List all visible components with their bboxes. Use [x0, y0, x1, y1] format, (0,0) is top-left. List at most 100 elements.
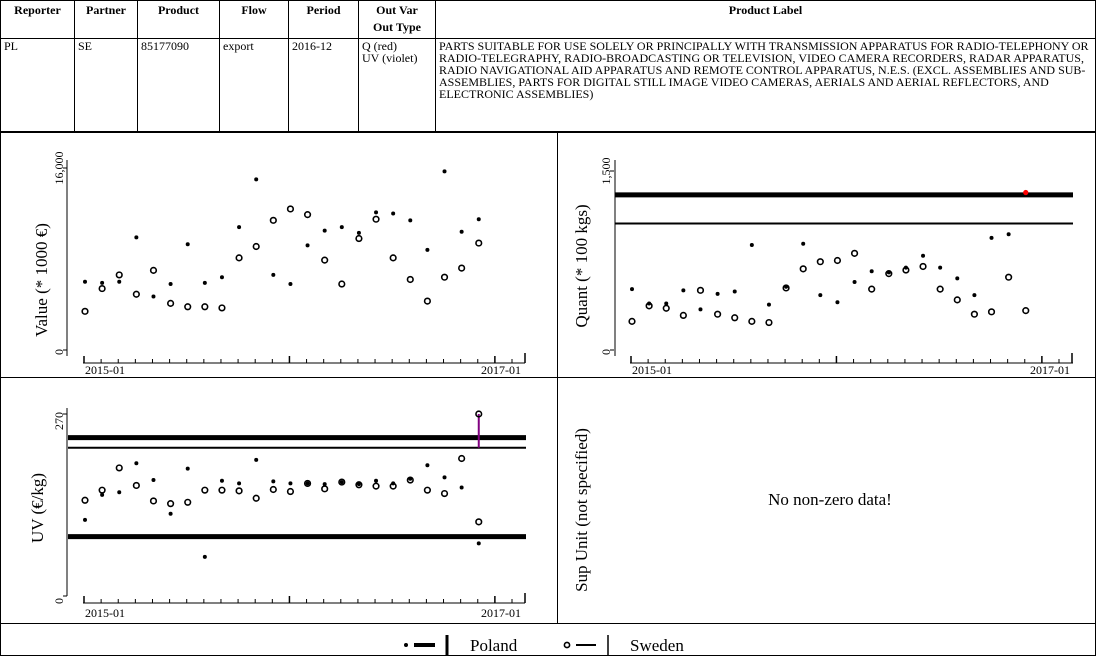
data-point-poland	[374, 478, 379, 483]
quant-x-ticks	[610, 170, 1073, 363]
data-point-poland	[134, 235, 139, 240]
data-point-sweden	[218, 486, 226, 494]
data-point-sweden	[458, 264, 466, 272]
value-x-tick-label-end: 2017-01	[481, 363, 521, 377]
data-point-poland	[237, 225, 242, 230]
data-point-poland	[869, 269, 874, 274]
data-point-poland	[83, 517, 87, 522]
data-point-sweden	[321, 485, 329, 493]
data-point-sweden	[235, 254, 243, 262]
data-point-poland	[630, 287, 634, 292]
data-point-sweden	[662, 304, 670, 312]
legend: Poland Sweden	[404, 635, 684, 655]
data-point-poland	[852, 279, 857, 284]
data-point-poland	[271, 272, 276, 277]
data-point-sweden	[953, 296, 961, 304]
data-point-sweden	[149, 266, 158, 274]
value-x-tick-label-start: 2015-01	[85, 363, 125, 377]
data-point-sweden	[252, 242, 260, 251]
data-point-sweden	[440, 489, 449, 498]
data-point-poland	[322, 482, 327, 487]
data-point-poland	[425, 247, 430, 252]
data-row: PL SE 85177090 export 2016-12 Q (red) UV …	[0, 38, 1096, 133]
data-point-poland	[339, 480, 344, 485]
data-point-sweden	[235, 487, 243, 495]
data-point-poland	[219, 275, 224, 280]
data-point-poland	[921, 253, 926, 258]
value-y-tick-label-0: 0	[52, 349, 66, 355]
data-point-poland	[356, 482, 361, 487]
data-point-sweden	[303, 479, 312, 488]
header-table: Reporter Partner Product Flow Period Out…	[0, 0, 1096, 133]
col-period: Period	[288, 0, 359, 39]
data-point-sweden	[303, 211, 312, 219]
data-point-sweden	[440, 273, 449, 281]
data-point-sweden	[201, 486, 209, 494]
data-point-poland	[1006, 232, 1011, 237]
data-point-poland	[168, 511, 173, 516]
quant-x-tick-label-start: 2015-01	[632, 363, 672, 377]
cell-product: 85177090	[137, 38, 220, 133]
data-point-sweden	[970, 310, 979, 318]
uv-reference-lines	[68, 435, 526, 540]
col-product-label: Product Label	[435, 0, 1096, 39]
data-point-poland	[801, 241, 806, 246]
data-point-poland	[305, 243, 310, 248]
quant-y-tick-label-max: 1,500	[599, 158, 613, 185]
outer-border	[0, 131, 1096, 656]
data-point-sweden	[679, 311, 687, 319]
data-point-poland	[339, 225, 344, 230]
data-point-sweden	[149, 497, 158, 505]
data-point-sweden	[902, 266, 910, 274]
data-point-sweden	[919, 262, 927, 271]
data-point-poland	[305, 481, 310, 486]
data-point-sweden	[184, 498, 192, 506]
data-point-poland	[288, 481, 293, 486]
uv-y-tick-label-0: 0	[52, 598, 66, 604]
data-point-poland	[476, 541, 481, 546]
data-point-sweden	[201, 303, 209, 311]
data-point-sweden	[406, 476, 414, 484]
col-product: Product	[137, 0, 220, 39]
value-marks	[81, 169, 483, 315]
data-point-poland	[151, 294, 156, 299]
data-point-sweden	[816, 258, 824, 266]
value-chart: Value (* 1000 €) 0 16,000 2015-01 2017-0…	[32, 152, 526, 377]
data-point-sweden	[1022, 307, 1030, 315]
col-partner: Partner	[74, 0, 138, 39]
data-point-sweden	[98, 486, 106, 494]
data-point-poland	[425, 463, 430, 468]
col-reporter: Reporter	[0, 0, 75, 39]
data-point-poland	[459, 485, 464, 490]
cell-outvar-line1: Q (red)	[362, 39, 397, 53]
data-point-sweden	[81, 307, 89, 315]
data-point-sweden	[389, 482, 397, 490]
no-data-message: No non-zero data!	[768, 490, 892, 509]
uv-y-tick-label-max: 270	[52, 412, 66, 430]
col-outvar-line1: Out Var	[376, 3, 418, 17]
data-point-sweden	[406, 275, 414, 284]
supunit-y-label: Sup Unit (not specified)	[572, 428, 591, 592]
data-point-sweden	[645, 302, 653, 310]
quant-y-tick-label-0: 0	[599, 349, 613, 355]
data-point-sweden	[115, 271, 123, 279]
data-point-poland	[168, 282, 173, 287]
data-point-poland	[185, 242, 190, 247]
data-point-poland	[134, 461, 139, 466]
data-point-sweden	[321, 256, 329, 264]
data-point-sweden	[218, 304, 226, 312]
data-point-poland	[322, 228, 327, 233]
cell-outvar-line2: UV (violet)	[362, 51, 418, 65]
legend-sweden-label: Sweden	[630, 636, 684, 655]
data-point-poland	[955, 276, 960, 281]
cell-flow: export	[219, 38, 289, 133]
data-point-poland	[476, 217, 481, 222]
data-point-sweden	[372, 215, 380, 223]
data-point-sweden	[338, 280, 346, 288]
data-point-poland	[664, 301, 669, 306]
data-point-poland	[356, 230, 361, 235]
data-point-sweden	[98, 284, 106, 293]
data-point-sweden	[167, 500, 175, 508]
data-point-poland	[818, 293, 823, 298]
data-point-poland	[972, 293, 977, 298]
